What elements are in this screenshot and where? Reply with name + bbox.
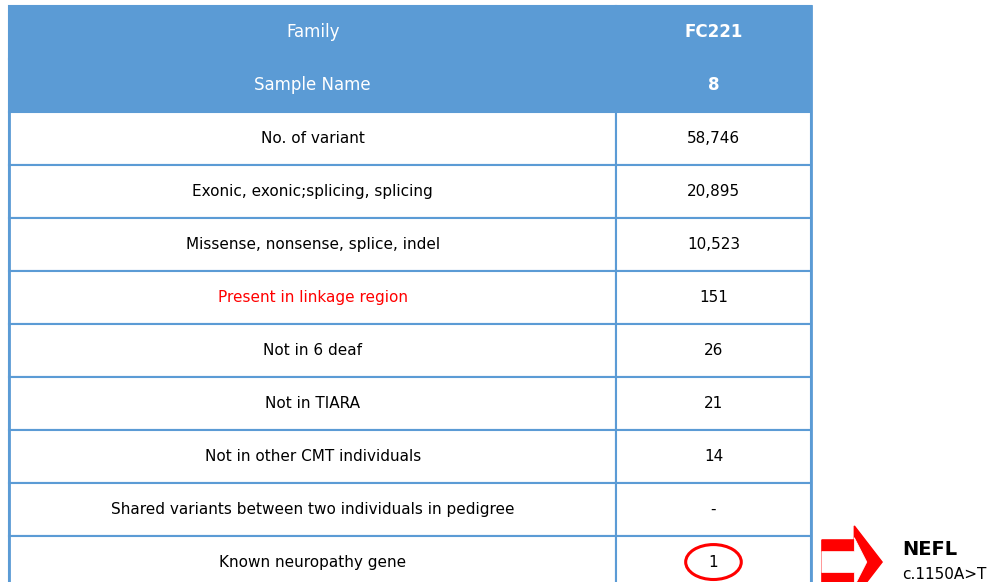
Bar [9, 6, 811, 584]
Text: 26: 26 [704, 343, 723, 357]
Bar [616, 430, 811, 482]
Text: Not in other CMT individuals: Not in other CMT individuals [204, 449, 421, 464]
Bar [616, 6, 811, 59]
Polygon shape [822, 538, 867, 584]
Text: FC221: FC221 [685, 23, 742, 41]
Bar [9, 165, 616, 218]
Bar [616, 59, 811, 112]
Text: 10,523: 10,523 [687, 237, 740, 252]
Text: 20,895: 20,895 [687, 184, 740, 199]
Bar [9, 324, 616, 377]
Bar [9, 377, 616, 430]
Text: -: - [711, 502, 716, 517]
Text: Missense, nonsense, splice, indel: Missense, nonsense, splice, indel [185, 237, 440, 252]
Text: Family: Family [286, 23, 340, 41]
Text: 14: 14 [704, 449, 723, 464]
Bar [616, 324, 811, 377]
Bar [9, 536, 616, 584]
Text: 1: 1 [709, 555, 718, 569]
Bar [9, 271, 616, 324]
Bar [616, 112, 811, 165]
Bar [616, 165, 811, 218]
Text: 151: 151 [699, 290, 728, 305]
Bar [616, 377, 811, 430]
Bar [9, 59, 616, 112]
Bar [9, 482, 616, 536]
Text: Not in TIARA: Not in TIARA [266, 395, 360, 411]
Bar [9, 6, 616, 59]
Bar [616, 482, 811, 536]
Bar [9, 430, 616, 482]
Text: 8: 8 [708, 77, 719, 94]
Bar [616, 218, 811, 271]
Text: 58,746: 58,746 [687, 131, 740, 146]
Text: No. of variant: No. of variant [261, 131, 365, 146]
Bar [616, 271, 811, 324]
Text: Present in linkage region: Present in linkage region [218, 290, 407, 305]
Text: Exonic, exonic;splicing, splicing: Exonic, exonic;splicing, splicing [192, 184, 433, 199]
Polygon shape [822, 526, 882, 584]
Text: NEFL: NEFL [903, 540, 957, 559]
Text: c.1150A>T: c.1150A>T [903, 567, 987, 582]
Bar [9, 112, 616, 165]
Bar [616, 536, 811, 584]
Text: Shared variants between two individuals in pedigree: Shared variants between two individuals … [111, 502, 514, 517]
Text: Sample Name: Sample Name [255, 77, 371, 94]
Text: Not in 6 deaf: Not in 6 deaf [264, 343, 363, 357]
Bar [9, 218, 616, 271]
Text: Known neuropathy gene: Known neuropathy gene [219, 555, 406, 569]
Text: 21: 21 [704, 395, 723, 411]
